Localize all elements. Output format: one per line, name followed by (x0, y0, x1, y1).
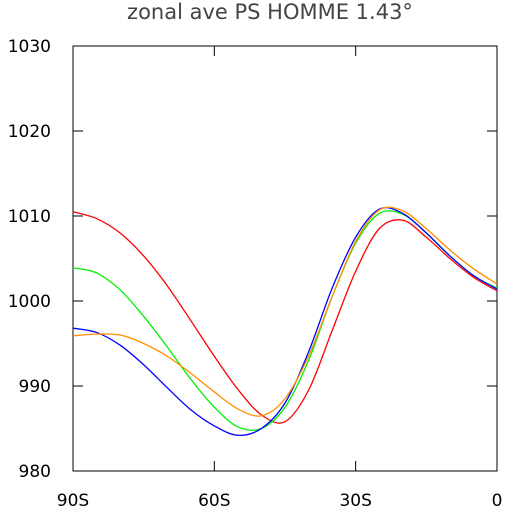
y-tick-label: 980 (19, 462, 51, 482)
y-tick-label: 990 (19, 377, 51, 397)
series-line (72, 211, 498, 424)
series-line (72, 206, 498, 437)
y-tick-label: 1020 (8, 122, 51, 142)
y-tick-label: 1000 (8, 292, 51, 312)
x-tick-label: 60S (198, 491, 230, 511)
plot-frame (72, 45, 498, 472)
x-tick-label: 30S (339, 491, 371, 511)
chart-title: zonal ave PS HOMME 1.43° (127, 0, 413, 24)
y-tick-label: 1010 (8, 207, 51, 227)
x-tick-label: 0 (492, 491, 503, 511)
y-tick-label: 1030 (8, 37, 51, 57)
x-tick-label: 90S (57, 491, 89, 511)
series-line (72, 206, 498, 417)
